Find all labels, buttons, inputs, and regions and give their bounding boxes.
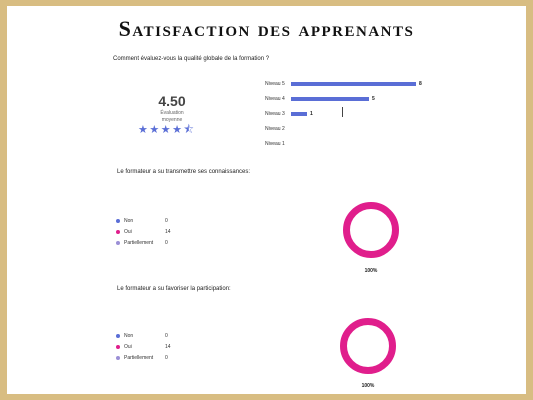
pie1-percent: 100% xyxy=(364,268,378,274)
page-title: Satisfaction des apprenants xyxy=(118,16,415,41)
legend-label-oui: Oui xyxy=(124,344,132,350)
legend-label-partiellement: Partiellement xyxy=(124,355,154,361)
legend-dot-oui xyxy=(116,345,120,349)
average-label-1: Évaluation xyxy=(160,110,184,116)
bar-label-1: Niveau 1 xyxy=(265,141,285,147)
legend-label-oui: Oui xyxy=(124,229,132,235)
bar-label-5: Niveau 5 xyxy=(265,81,285,87)
legend-value-oui: 14 xyxy=(165,229,171,235)
pie2-percent: 100% xyxy=(361,383,375,389)
rating-question: Comment évaluez-vous la qualité globale … xyxy=(113,56,270,62)
legend-dot-partiellement xyxy=(116,241,120,245)
bar-value-3: 1 xyxy=(310,111,313,117)
star-icon: ★★★★ xyxy=(138,124,184,136)
legend-value-non: 0 xyxy=(165,218,168,224)
bar-value-5: 8 xyxy=(419,81,422,87)
legend-label-partiellement: Partiellement xyxy=(124,240,154,246)
legend-dot-non xyxy=(116,219,120,223)
average-score: 4.50 xyxy=(158,93,186,109)
bar-label-2: Niveau 2 xyxy=(265,126,285,132)
bar-label-3: Niveau 3 xyxy=(265,111,285,117)
legend-value-partiellement: 0 xyxy=(165,355,168,361)
half-star-icon: ⯪ xyxy=(183,124,196,136)
pie1-donut xyxy=(343,202,399,258)
pie2-title: Le formateur a su favoriser la participa… xyxy=(117,286,231,292)
slide: Satisfaction des apprenants Comment éval… xyxy=(7,6,526,394)
average-label-2: moyenne xyxy=(161,117,183,123)
legend-dot-partiellement xyxy=(116,356,120,360)
bar-label-4: Niveau 4 xyxy=(265,96,285,102)
legend-label-non: Non xyxy=(124,218,134,224)
rating-stars: ★★★★⯪ xyxy=(138,121,195,140)
bar-5 xyxy=(291,82,416,86)
legend-label-non: Non xyxy=(124,333,134,339)
pie2-donut xyxy=(340,318,396,374)
legend-dot-non xyxy=(116,334,120,338)
legend-value-partiellement: 0 xyxy=(165,240,168,246)
legend-value-oui: 14 xyxy=(165,344,171,350)
pie1-title: Le formateur a su transmettre ses connai… xyxy=(117,169,251,175)
bar-4 xyxy=(291,97,369,101)
bar-value-4: 5 xyxy=(372,96,375,102)
average-marker xyxy=(342,107,343,117)
legend-dot-oui xyxy=(116,230,120,234)
bar-3 xyxy=(291,112,307,116)
legend-value-non: 0 xyxy=(165,333,168,339)
